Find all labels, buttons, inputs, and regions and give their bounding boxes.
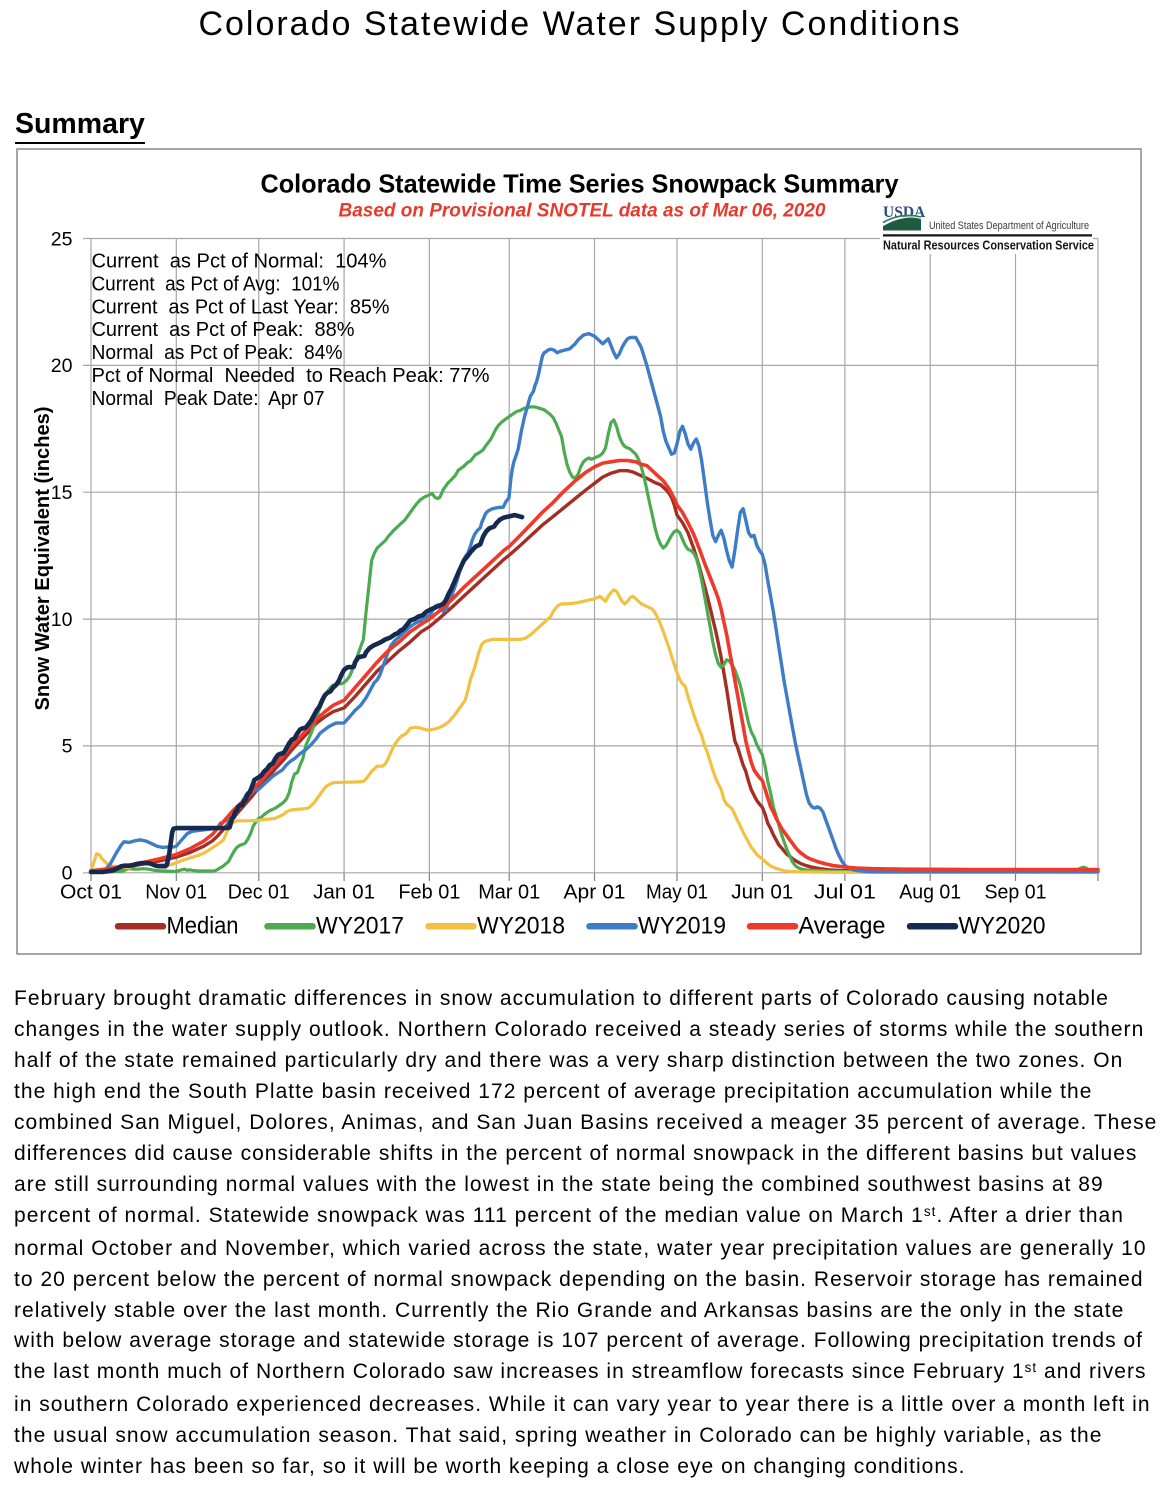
svg-text:Based on Provisional SNOTEL da: Based on Provisional SNOTEL data as of M…	[339, 201, 826, 222]
svg-text:Current as Pct of Normal: 10: Current as Pct of Normal: 104%	[92, 251, 387, 273]
svg-text:WY2019: WY2019	[638, 913, 726, 940]
svg-text:Aug 01: Aug 01	[899, 881, 961, 904]
svg-text:Apr 01: Apr 01	[564, 881, 626, 904]
svg-text:Mar 01: Mar 01	[478, 881, 540, 904]
svg-text:25: 25	[51, 228, 73, 250]
svg-text:Feb 01: Feb 01	[398, 881, 460, 904]
svg-text:Jun 01: Jun 01	[731, 881, 793, 904]
svg-text:Current as Pct of Last Year:: Current as Pct of Last Year: 85%	[92, 296, 390, 318]
svg-text:May 01: May 01	[646, 881, 708, 904]
svg-text:Oct 01: Oct 01	[60, 881, 122, 904]
svg-text:WY2020: WY2020	[959, 913, 1046, 940]
svg-text:Current as Pct of Peak: 88%: Current as Pct of Peak: 88%	[92, 319, 355, 341]
svg-text:Average: Average	[799, 913, 886, 940]
svg-text:Jan 01: Jan 01	[313, 881, 375, 904]
svg-text:20: 20	[51, 355, 73, 377]
svg-text:5: 5	[62, 736, 73, 758]
svg-text:Natural Resources Conservation: Natural Resources Conservation Service	[883, 238, 1094, 253]
svg-text:Dec 01: Dec 01	[228, 881, 290, 904]
svg-text:Normal as Pct of Peak: 84%: Normal as Pct of Peak: 84%	[92, 342, 343, 364]
svg-text:WY2017: WY2017	[316, 913, 404, 940]
svg-text:15: 15	[51, 482, 73, 504]
svg-text:Current as Pct of Avg: 101%: Current as Pct of Avg: 101%	[92, 273, 340, 295]
svg-text:0: 0	[62, 863, 73, 885]
svg-text:Jul 01: Jul 01	[814, 881, 876, 904]
svg-text:10: 10	[51, 609, 73, 631]
svg-text:Sep 01: Sep 01	[985, 881, 1047, 904]
svg-text:Median: Median	[167, 913, 239, 940]
svg-text:Colorado Statewide Time Series: Colorado Statewide Time Series Snowpack …	[261, 169, 900, 199]
svg-text:United States Department of Ag: United States Department of Agriculture	[929, 220, 1089, 232]
svg-text:Pct of Normal Needed to Reac: Pct of Normal Needed to Reach Peak: 77%	[92, 365, 490, 387]
svg-text:Nov 01: Nov 01	[145, 881, 207, 904]
svg-text:Normal Peak Date: Apr 07: Normal Peak Date: Apr 07	[92, 388, 325, 410]
svg-text:WY2018: WY2018	[477, 913, 565, 940]
svg-text:Snow Water Equivalent (inches): Snow Water Equivalent (inches)	[31, 407, 54, 711]
